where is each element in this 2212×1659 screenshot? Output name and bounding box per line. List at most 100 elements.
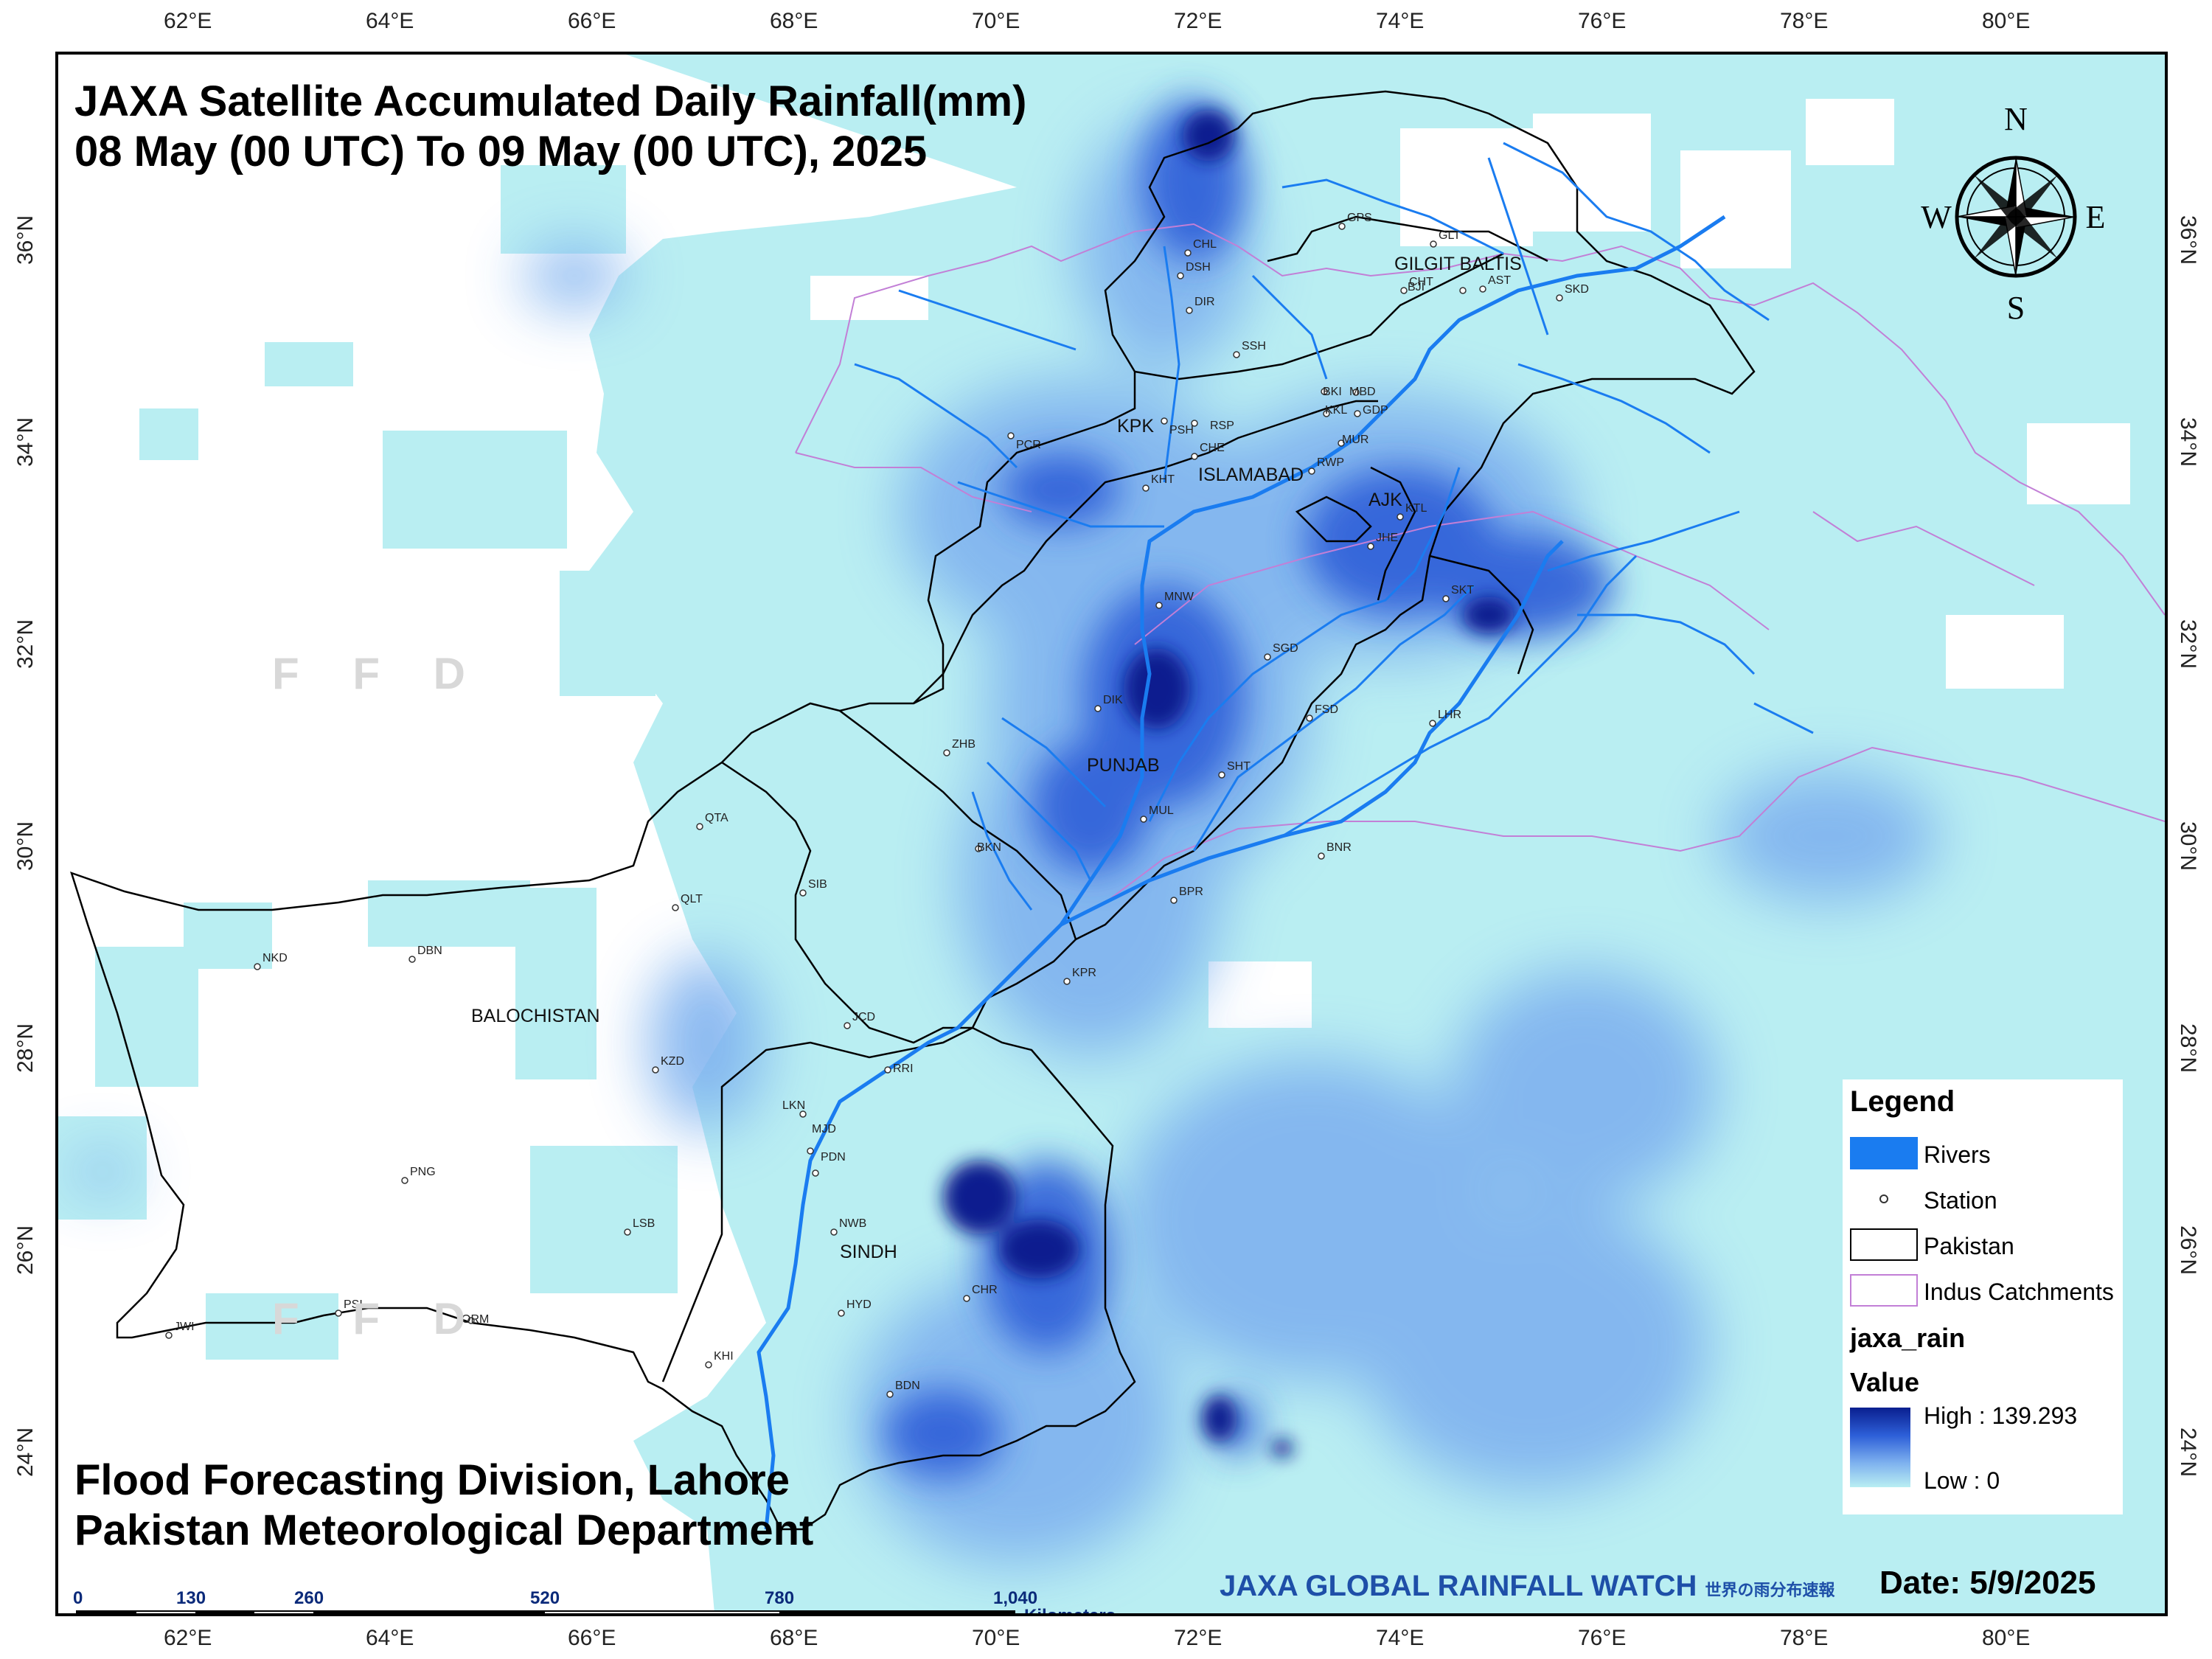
station-label: SIB xyxy=(808,878,827,891)
light-rain-patch xyxy=(206,1293,338,1360)
station-marker xyxy=(652,1066,659,1074)
station-marker xyxy=(1429,720,1436,727)
station-marker xyxy=(1007,432,1015,439)
lon-tick-label: 70°E xyxy=(972,1626,1020,1650)
legend-high-value: High : 139.293 xyxy=(1924,1402,2078,1429)
moderate-rain-blob xyxy=(1717,770,1938,902)
station-label: CHT xyxy=(1409,276,1433,288)
river-tributary xyxy=(986,761,1092,881)
station-marker xyxy=(335,1310,342,1317)
extreme-rain-layer xyxy=(943,110,1514,1457)
heavy-rain-blob xyxy=(1002,453,1120,526)
scale-label: 1,040 xyxy=(993,1588,1038,1608)
catchment-boundary xyxy=(1134,510,1770,645)
station-label: BPR xyxy=(1179,886,1203,898)
station-label: SSH xyxy=(1242,340,1266,352)
station-marker xyxy=(1177,272,1184,279)
station-label: FSD xyxy=(1315,703,1338,716)
station-marker xyxy=(1264,653,1271,661)
station-label: LKN xyxy=(782,1099,805,1112)
station-marker xyxy=(963,1295,970,1302)
lon-tick-label: 62°E xyxy=(164,1626,212,1650)
extreme-rain-blob xyxy=(1271,1439,1293,1457)
station-marker xyxy=(799,1110,807,1118)
river-chenab xyxy=(1060,540,1564,927)
station-label: KTL xyxy=(1405,502,1427,515)
province-boundary xyxy=(1370,466,1416,601)
lon-tick-label: 78°E xyxy=(1780,1626,1829,1650)
lon-tick-label: 66°E xyxy=(568,1626,616,1650)
station-label: RWP xyxy=(1317,456,1344,469)
station-label: GLT xyxy=(1439,229,1461,242)
dry-gap xyxy=(1946,615,2064,689)
station-marker xyxy=(884,1066,891,1074)
lat-tick-label: 24°N xyxy=(2176,1427,2200,1478)
station-marker xyxy=(1186,307,1193,314)
province-boundary xyxy=(1267,215,1548,262)
region-label-kpk: KPK xyxy=(1117,416,1154,437)
station-label: KHT xyxy=(1151,473,1175,486)
station-marker xyxy=(1063,978,1071,985)
station-label: NKD xyxy=(262,952,288,964)
station-label: BKI xyxy=(1323,386,1342,398)
ffd-watermark: F F D xyxy=(272,1294,486,1343)
station-marker xyxy=(1140,815,1147,823)
river-tributary xyxy=(971,791,1033,911)
station-label: PCR xyxy=(1016,439,1041,451)
light-rain-patch xyxy=(515,888,597,1079)
station-label: SHT xyxy=(1227,760,1251,773)
lat-tick-label: 30°N xyxy=(13,821,38,872)
region-label-sindh: SINDH xyxy=(840,1242,897,1262)
station-label: JHE xyxy=(1376,532,1398,544)
lon-tick-label: 80°E xyxy=(1982,1626,2031,1650)
river-tributary xyxy=(1001,717,1107,808)
station-symbol-icon xyxy=(1850,1183,1918,1215)
station-marker xyxy=(1323,410,1330,417)
region-label-islamabad: ISLAMABAD xyxy=(1198,465,1304,485)
river-tributary xyxy=(1251,274,1328,380)
extreme-rain-blob xyxy=(1183,110,1234,161)
scale-label: 520 xyxy=(530,1588,560,1608)
station-label: DIR xyxy=(1194,296,1215,308)
station-marker xyxy=(1184,249,1192,257)
station-marker xyxy=(1479,285,1486,293)
station-marker xyxy=(165,1332,173,1339)
scale-unit: Kilometers xyxy=(1024,1606,1116,1616)
lon-tick-label: 72°E xyxy=(1174,9,1222,33)
lon-tick-label: 70°E xyxy=(972,9,1020,33)
pakistan-boundary-swatch-icon xyxy=(1850,1228,1918,1261)
extreme-rain-blob xyxy=(998,1220,1079,1279)
scale-label: 260 xyxy=(294,1588,324,1608)
station-marker xyxy=(408,956,416,963)
moderate-rain-blob xyxy=(648,954,766,1131)
scale-bar-frame xyxy=(76,1610,1015,1613)
jaxa-logo: JAXA GLOBAL RAINFALL WATCH 世界の雨分布速報 xyxy=(1220,1570,1835,1603)
station-marker xyxy=(812,1169,819,1177)
light-rain-patch xyxy=(560,571,655,696)
station-label: JCD xyxy=(852,1011,875,1023)
station-label: MNW xyxy=(1164,591,1194,603)
compass-w: W xyxy=(1921,199,1952,235)
moderate-rain-blob xyxy=(855,1271,1179,1566)
legend-item-rivers: Rivers xyxy=(1924,1141,1991,1168)
legend-title: Legend xyxy=(1850,1085,1955,1118)
river-sutlej xyxy=(1281,554,1638,838)
station-label: NWB xyxy=(839,1217,866,1230)
station-marker xyxy=(975,845,982,852)
province-boundary xyxy=(661,1026,973,1382)
river-jhelum xyxy=(1148,467,1461,822)
footer-organization-1: Flood Forecasting Division, Lahore xyxy=(74,1456,790,1504)
river-swat xyxy=(1163,246,1180,483)
dry-gap xyxy=(1208,961,1312,1028)
province-boundary xyxy=(913,400,1378,704)
station-label: SKD xyxy=(1565,283,1589,296)
station-label: KPR xyxy=(1072,967,1096,979)
heavy-rain-blob xyxy=(1032,740,1150,873)
river-tributary xyxy=(1517,363,1711,454)
scale-label: 130 xyxy=(176,1588,206,1608)
jaxa-logo-jp: 世界の雨分布速報 xyxy=(1705,1581,1835,1599)
lon-tick-label: 72°E xyxy=(1174,1626,1222,1650)
station-marker xyxy=(1094,705,1102,712)
station-marker xyxy=(838,1310,845,1317)
light-rain-patch xyxy=(139,408,198,460)
